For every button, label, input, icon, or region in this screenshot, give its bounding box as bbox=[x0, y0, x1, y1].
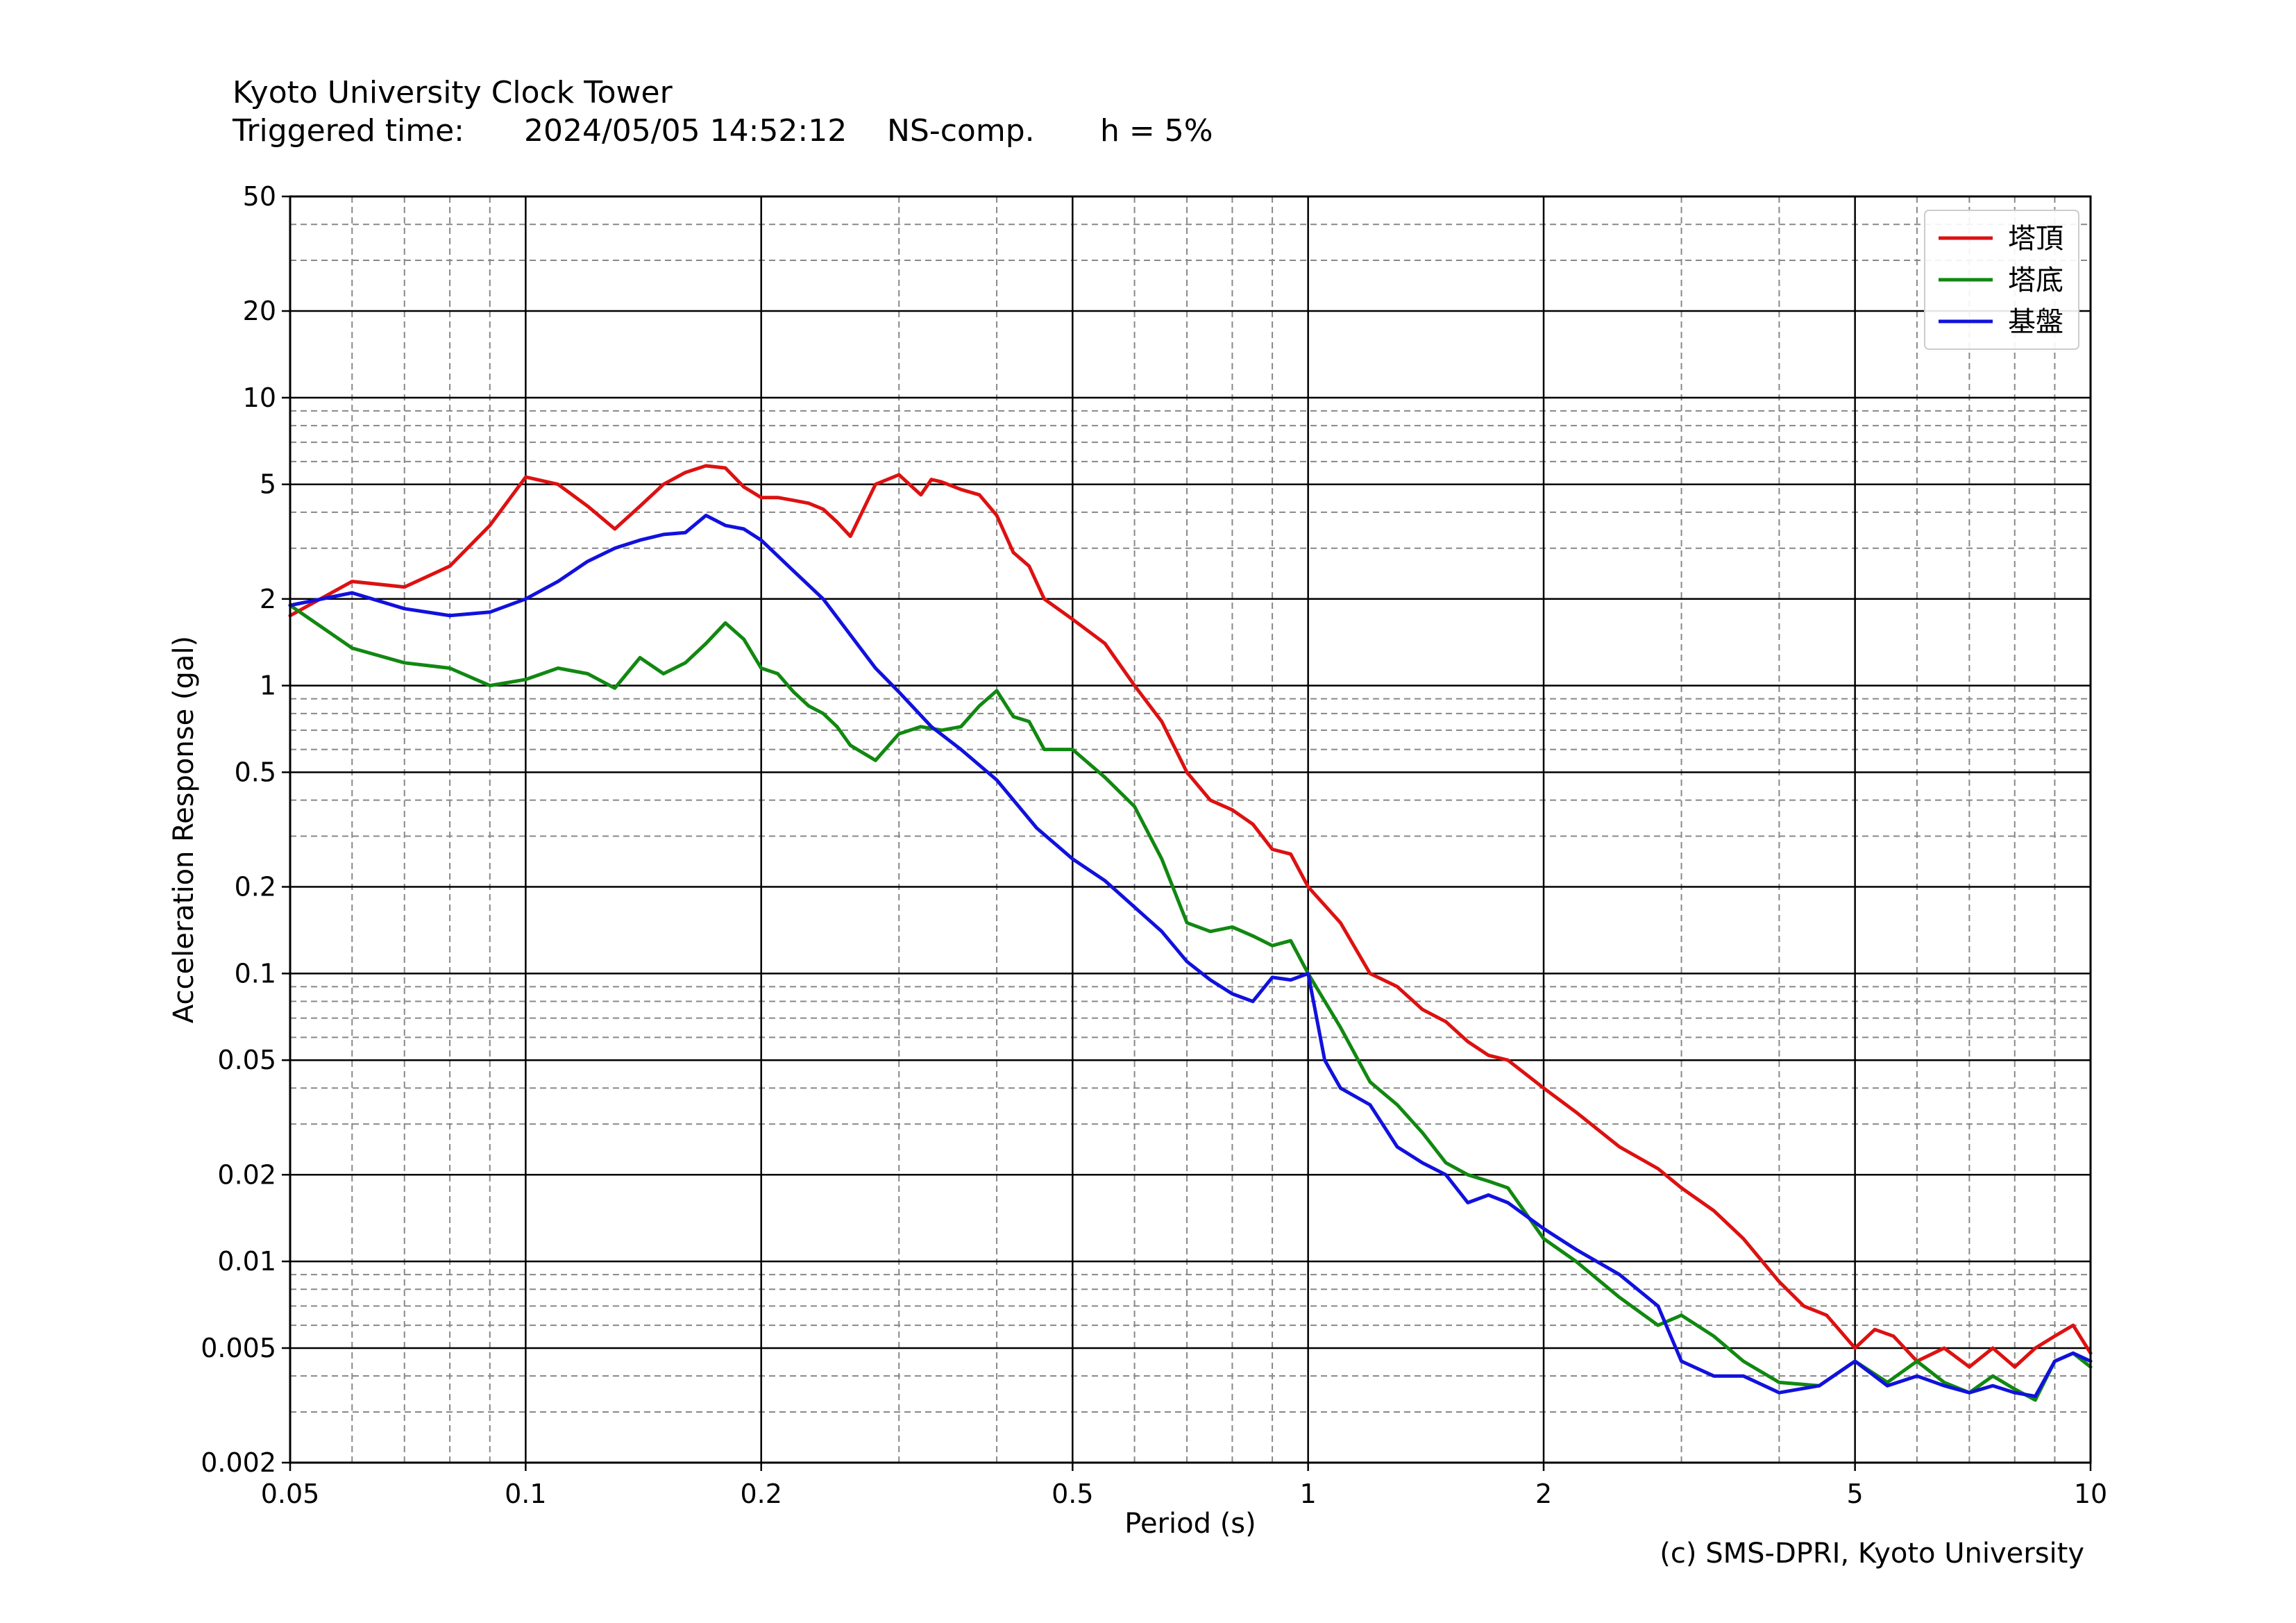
legend-label-3: 基盤 bbox=[2008, 306, 2063, 338]
plot-frame bbox=[289, 195, 2092, 1464]
grid-minor bbox=[290, 196, 2091, 1463]
y-tick-label: 1 bbox=[260, 671, 276, 701]
series-line-1 bbox=[288, 464, 2093, 1369]
y-tick-label: 50 bbox=[243, 181, 276, 212]
x-tick-label: 0.05 bbox=[261, 1479, 320, 1509]
chart-title-station: Kyoto University Clock Tower bbox=[233, 75, 673, 110]
x-tick-label: 2 bbox=[1535, 1479, 1552, 1509]
legend-box bbox=[1924, 210, 2079, 350]
component-label: NS-comp. bbox=[887, 113, 1035, 149]
grid-major bbox=[289, 195, 2092, 1464]
series-line-2 bbox=[288, 603, 2093, 1402]
series-line-3 bbox=[288, 514, 2093, 1398]
x-tick-label: 0.1 bbox=[505, 1479, 546, 1509]
y-tick-label: 0.05 bbox=[217, 1045, 276, 1075]
x-tick-label: 0.2 bbox=[740, 1479, 782, 1509]
x-tick-label: 10 bbox=[2074, 1479, 2107, 1509]
y-tick-label: 0.002 bbox=[201, 1447, 276, 1478]
y-tick-label: 20 bbox=[243, 296, 276, 326]
x-tick-label: 0.5 bbox=[1052, 1479, 1093, 1509]
y-tick-label: 5 bbox=[260, 469, 276, 500]
triggered-time: 2024/05/05 14:52:12 bbox=[524, 113, 847, 149]
damping-label: h = 5% bbox=[1100, 113, 1213, 149]
y-tick-label: 0.01 bbox=[217, 1246, 276, 1277]
x-axis-label: Period (s) bbox=[1124, 1508, 1256, 1540]
y-tick-label: 10 bbox=[243, 382, 276, 413]
y-axis-label: Acceleration Response (gal) bbox=[168, 636, 200, 1023]
x-tick-label: 1 bbox=[1300, 1479, 1317, 1509]
series-layer bbox=[288, 464, 2093, 1402]
y-tick-label: 0.1 bbox=[235, 958, 276, 989]
x-axis: 0.05 0.1 0.2 0.5 1 2 5 10 bbox=[261, 1463, 2107, 1509]
legend-label-1: 塔頂 bbox=[2008, 223, 2063, 255]
legend-label-2: 塔底 bbox=[2008, 264, 2063, 296]
y-tick-label: 0.02 bbox=[217, 1159, 276, 1190]
x-tick-label: 5 bbox=[1847, 1479, 1864, 1509]
y-tick-label: 0.2 bbox=[235, 872, 276, 902]
credit-text: (c) SMS-DPRI, Kyoto University bbox=[1660, 1538, 2084, 1570]
y-tick-label: 0.5 bbox=[235, 757, 276, 787]
y-tick-label: 0.005 bbox=[201, 1333, 276, 1363]
y-tick-label: 2 bbox=[260, 584, 276, 614]
y-axis: 0.002 0.005 0.01 0.02 0.05 0.1 0.2 0.5 1 2 5 10 20 50 bbox=[201, 181, 290, 1478]
triggered-label: Triggered time: bbox=[233, 113, 464, 149]
